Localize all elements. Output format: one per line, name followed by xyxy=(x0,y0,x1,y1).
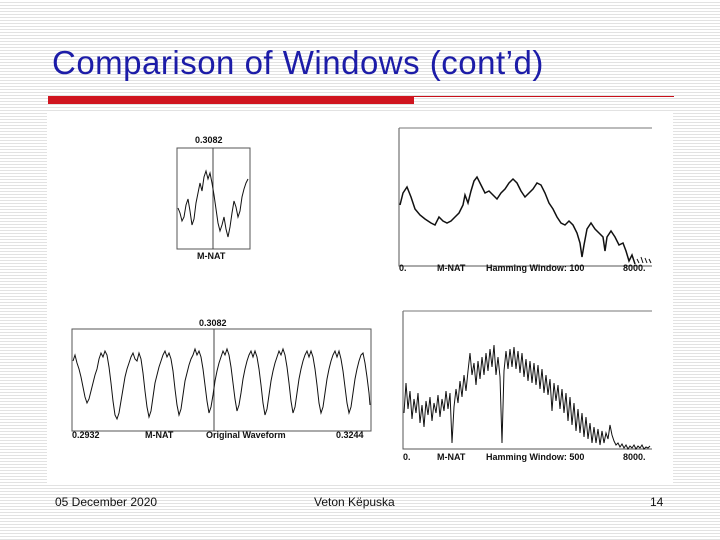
window-comparison-figure: 0.3082 M-NAT 0. M-NAT Hamming Window: 10… xyxy=(47,113,673,485)
spectrum-100-curve xyxy=(399,175,636,265)
small-frame-bottom-label: M-NAT xyxy=(197,251,226,261)
spectrum-500-utterance: M-NAT xyxy=(437,452,466,462)
footer-date: 05 December 2020 xyxy=(55,495,158,509)
waveform-x-end: 0.3244 xyxy=(336,430,364,440)
title-accent-bar xyxy=(48,96,414,104)
small-frame-waveform xyxy=(177,169,249,238)
spectrum-500-curve xyxy=(403,344,651,450)
waveform-x-start: 0.2932 xyxy=(72,430,100,440)
footer-page-number: 14 xyxy=(650,495,664,509)
spectrum-100-window: Hamming Window: 100 xyxy=(486,263,585,273)
waveform-top-label: 0.3082 xyxy=(199,318,227,328)
waveform-utterance: M-NAT xyxy=(145,430,174,440)
waveform-box xyxy=(71,328,372,432)
spectrum-100-tail xyxy=(636,256,652,264)
small-frame-top-label: 0.3082 xyxy=(195,135,223,145)
spectrum-500-x-end: 8000. xyxy=(623,452,646,462)
spectrum-500-axes xyxy=(402,311,652,450)
figure-plots xyxy=(71,127,652,450)
footer-author: Veton Këpuska xyxy=(314,495,395,509)
spectrum-100-utterance: M-NAT xyxy=(437,263,466,273)
spectrum-100-axes xyxy=(398,128,652,267)
spectrum-100-x-start: 0. xyxy=(399,263,407,273)
spectrum-100-x-end: 8000. xyxy=(623,263,646,273)
spectrum-500-x-start: 0. xyxy=(403,452,411,462)
waveform-curve xyxy=(72,347,371,421)
spectrum-500-window: Hamming Window: 500 xyxy=(486,452,585,462)
waveform-name: Original Waveform xyxy=(206,430,286,440)
slide-title: Comparison of Windows (cont’d) xyxy=(52,44,544,81)
